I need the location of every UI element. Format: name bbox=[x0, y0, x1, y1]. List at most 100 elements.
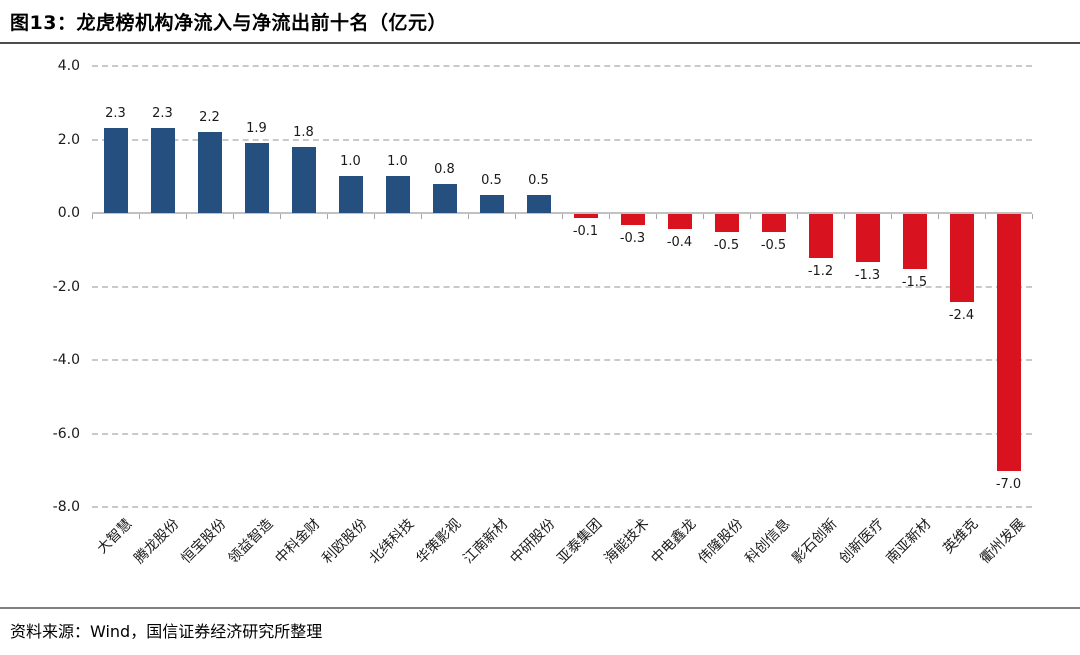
bar-value-label: 0.8 bbox=[434, 161, 455, 177]
category-label: 北纬科技 bbox=[365, 516, 417, 567]
category-label: 科创信息 bbox=[741, 516, 793, 567]
axis-tick bbox=[186, 214, 187, 219]
bar-value-label: 1.9 bbox=[246, 121, 267, 137]
y-axis-tick-label: -4.0 bbox=[52, 352, 80, 368]
axis-tick bbox=[233, 214, 234, 219]
bar-negative bbox=[855, 214, 880, 262]
bar-value-label: 0.5 bbox=[528, 172, 549, 188]
bar-value-label: 1.0 bbox=[340, 154, 361, 170]
title-divider bbox=[0, 42, 1080, 44]
axis-tick bbox=[938, 214, 939, 219]
y-axis-tick-label: -2.0 bbox=[52, 278, 80, 295]
category-label: 海能技术 bbox=[600, 516, 652, 567]
category-label: 南亚新材 bbox=[882, 516, 934, 567]
bar-negative bbox=[996, 214, 1021, 472]
gridline bbox=[92, 65, 1032, 67]
category-label: 中电鑫龙 bbox=[647, 516, 699, 567]
category-label: 中科金财 bbox=[271, 516, 323, 567]
chart-title: 图13：龙虎榜机构净流入与净流出前十名（亿元） bbox=[10, 12, 447, 34]
category-label: 大智慧 bbox=[93, 516, 135, 558]
axis-tick bbox=[562, 214, 563, 219]
axis-tick bbox=[609, 214, 610, 219]
bar-positive bbox=[479, 194, 504, 213]
axis-tick bbox=[280, 214, 281, 219]
category-label: 衢州发展 bbox=[976, 516, 1028, 567]
bar-negative bbox=[949, 214, 974, 303]
y-axis-tick-label: -6.0 bbox=[52, 425, 80, 442]
bar-positive bbox=[385, 176, 410, 213]
bar-value-label: 2.3 bbox=[105, 106, 126, 122]
bar-chart: 4.0 2.0 0.0 -2.0 -4.0 -6.0 -8.0 2.3 2.3 2.2 1.9 1.8… bbox=[0, 44, 1080, 604]
axis-tick bbox=[844, 214, 845, 219]
axis-tick bbox=[703, 214, 704, 219]
category-label: 领益智造 bbox=[224, 516, 276, 567]
bar-negative bbox=[667, 214, 692, 229]
bar-negative bbox=[714, 214, 739, 233]
category-label: 创新医疗 bbox=[835, 516, 887, 567]
bar-positive bbox=[197, 132, 222, 213]
bar-negative bbox=[902, 214, 927, 270]
y-axis-tick-label: 2.0 bbox=[57, 131, 80, 148]
bar-negative bbox=[620, 214, 645, 226]
axis-tick bbox=[1032, 214, 1033, 219]
y-axis-tick-label: 4.0 bbox=[57, 58, 80, 74]
bar-value-label: -2.4 bbox=[948, 308, 975, 324]
category-label: 中研股份 bbox=[506, 516, 558, 567]
y-axis-tick-label: -8.0 bbox=[52, 499, 80, 515]
bar-positive bbox=[150, 128, 175, 213]
axis-tick bbox=[656, 214, 657, 219]
y-axis-tick-label: 0.0 bbox=[57, 205, 80, 221]
axis-tick bbox=[468, 214, 469, 219]
x-axis-line bbox=[92, 212, 1032, 214]
bar-positive bbox=[291, 146, 316, 213]
bar-positive bbox=[338, 176, 363, 213]
category-label: 江南新材 bbox=[459, 516, 511, 567]
bar-positive bbox=[103, 128, 128, 213]
bar-negative bbox=[808, 214, 833, 259]
bar-value-label: -0.5 bbox=[713, 238, 740, 254]
bar-positive bbox=[244, 143, 269, 213]
bottom-divider bbox=[0, 607, 1080, 609]
bar-value-label: -1.2 bbox=[807, 264, 834, 280]
axis-tick bbox=[421, 214, 422, 219]
bar-value-label: 2.2 bbox=[199, 110, 220, 126]
gridline bbox=[92, 506, 1032, 508]
category-label: 伟隆股份 bbox=[694, 516, 746, 567]
bar-negative bbox=[761, 214, 786, 233]
bar-value-label: -7.0 bbox=[995, 477, 1022, 493]
bar-value-label: -0.1 bbox=[572, 223, 599, 239]
bar-value-label: -1.5 bbox=[901, 275, 928, 291]
bar-value-label: -0.5 bbox=[760, 238, 787, 254]
gridline bbox=[92, 432, 1032, 435]
bar-value-label: 1.8 bbox=[293, 124, 314, 140]
bar-value-label: -0.4 bbox=[666, 234, 693, 250]
axis-tick bbox=[515, 214, 516, 219]
bar-value-label: 2.3 bbox=[152, 106, 173, 122]
category-label: 影石创新 bbox=[788, 516, 840, 567]
source-line: 资料来源：Wind，国信证券经济研究所整理 bbox=[10, 622, 323, 641]
category-label: 华策影视 bbox=[412, 516, 464, 567]
axis-tick bbox=[891, 214, 892, 219]
bar-positive bbox=[432, 183, 457, 213]
category-label: 英维克 bbox=[939, 516, 981, 558]
category-label: 恒宝股份 bbox=[177, 516, 229, 567]
axis-tick bbox=[985, 214, 986, 219]
gridline bbox=[92, 359, 1032, 361]
axis-tick bbox=[374, 214, 375, 219]
bar-value-label: -0.3 bbox=[619, 231, 646, 247]
bar-positive bbox=[526, 194, 551, 213]
axis-tick bbox=[139, 214, 140, 219]
gridline bbox=[92, 138, 1032, 141]
axis-tick bbox=[92, 214, 93, 219]
bar-value-label: -1.3 bbox=[854, 267, 881, 283]
bar-negative bbox=[573, 214, 598, 218]
category-label: 利欧股份 bbox=[318, 516, 370, 567]
axis-tick bbox=[327, 214, 328, 219]
bar-value-label: 0.5 bbox=[481, 172, 502, 188]
bar-value-label: 1.0 bbox=[387, 154, 408, 170]
category-label: 腾龙股份 bbox=[130, 516, 182, 567]
gridline bbox=[92, 285, 1032, 288]
axis-tick bbox=[797, 214, 798, 219]
axis-tick bbox=[750, 214, 751, 219]
